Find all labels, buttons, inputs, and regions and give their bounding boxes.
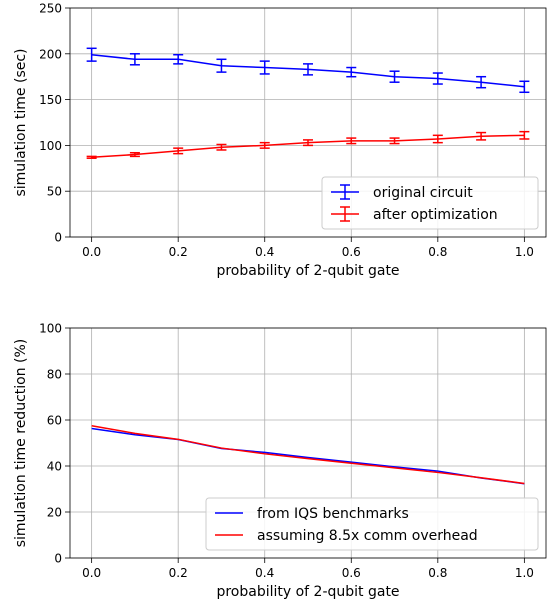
chart-2: 0.0 0.2 0.4 0.6 0.8 1.0 0 20 40 60 80 100 probabilit…: [13, 322, 547, 600]
x-tick-label: 0.8: [428, 245, 447, 259]
x-tick-label: 0.6: [342, 566, 361, 580]
x-tick-label: 0.0: [82, 245, 101, 259]
x-axis-label: probability of 2-qubit gate: [216, 584, 399, 600]
series-line: [91, 425, 525, 485]
y-tick-label: 150: [39, 93, 62, 107]
axes-frame: [69, 7, 547, 238]
x-tick-label: 0.0: [82, 566, 101, 580]
chart-1: 0.0 0.2 0.4 0.6 0.8 1.0 0 50 100 150 200 250 probabi…: [13, 2, 547, 279]
legend: original circuit after optimization: [321, 176, 539, 230]
legend: from IQS benchmarks assuming 8.5x comm ov…: [205, 497, 539, 551]
legend-box: [205, 497, 539, 551]
x-tick-label: 0.6: [342, 245, 361, 259]
y-tick-label: 60: [47, 414, 62, 428]
y-tick-label: 200: [39, 47, 62, 61]
y-axis-label: simulation time (sec): [13, 48, 29, 196]
x-tick-label: 1.0: [515, 566, 534, 580]
x-tick-label: 1.0: [515, 245, 534, 259]
x-axis-label: probability of 2-qubit gate: [216, 263, 399, 279]
x-tick-label: 0.2: [169, 245, 188, 259]
y-tick-label: 100: [39, 322, 62, 336]
y-tick-label: 80: [47, 368, 62, 382]
y-tick-label: 0: [54, 231, 62, 245]
y-tick-label: 100: [39, 139, 62, 153]
x-tick-label: 0.4: [255, 566, 274, 580]
legend-label: after optimization: [373, 207, 498, 223]
y-tick-label: 20: [47, 506, 62, 520]
y-tick-label: 50: [47, 185, 62, 199]
legend-label: original circuit: [373, 185, 473, 201]
legend-box: [321, 176, 539, 230]
x-tick-label: 0.4: [255, 245, 274, 259]
y-tick-label: 250: [39, 2, 62, 16]
y-axis-label: simulation time reduction (%): [13, 339, 29, 548]
legend-label: from IQS benchmarks: [257, 506, 409, 522]
legend-label: assuming 8.5x comm overhead: [257, 528, 478, 544]
y-tick-label: 0: [54, 552, 62, 566]
axes-frame: [69, 327, 547, 559]
y-tick-label: 40: [47, 460, 62, 474]
series-line: [91, 134, 525, 159]
x-tick-label: 0.2: [169, 566, 188, 580]
x-tick-label: 0.8: [428, 566, 447, 580]
